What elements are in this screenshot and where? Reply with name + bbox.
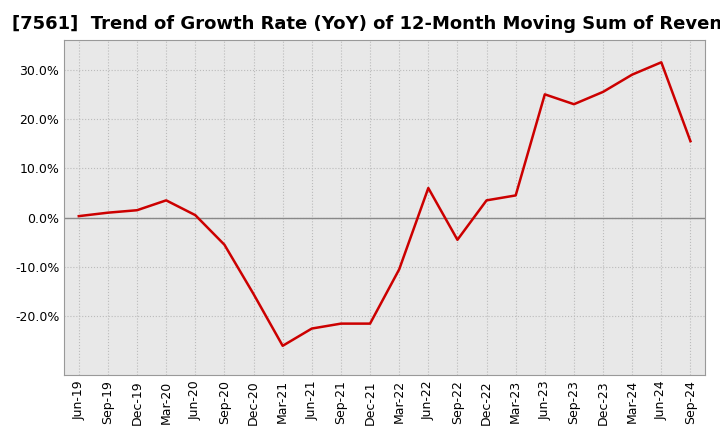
Title: [7561]  Trend of Growth Rate (YoY) of 12-Month Moving Sum of Revenues: [7561] Trend of Growth Rate (YoY) of 12-… bbox=[12, 15, 720, 33]
